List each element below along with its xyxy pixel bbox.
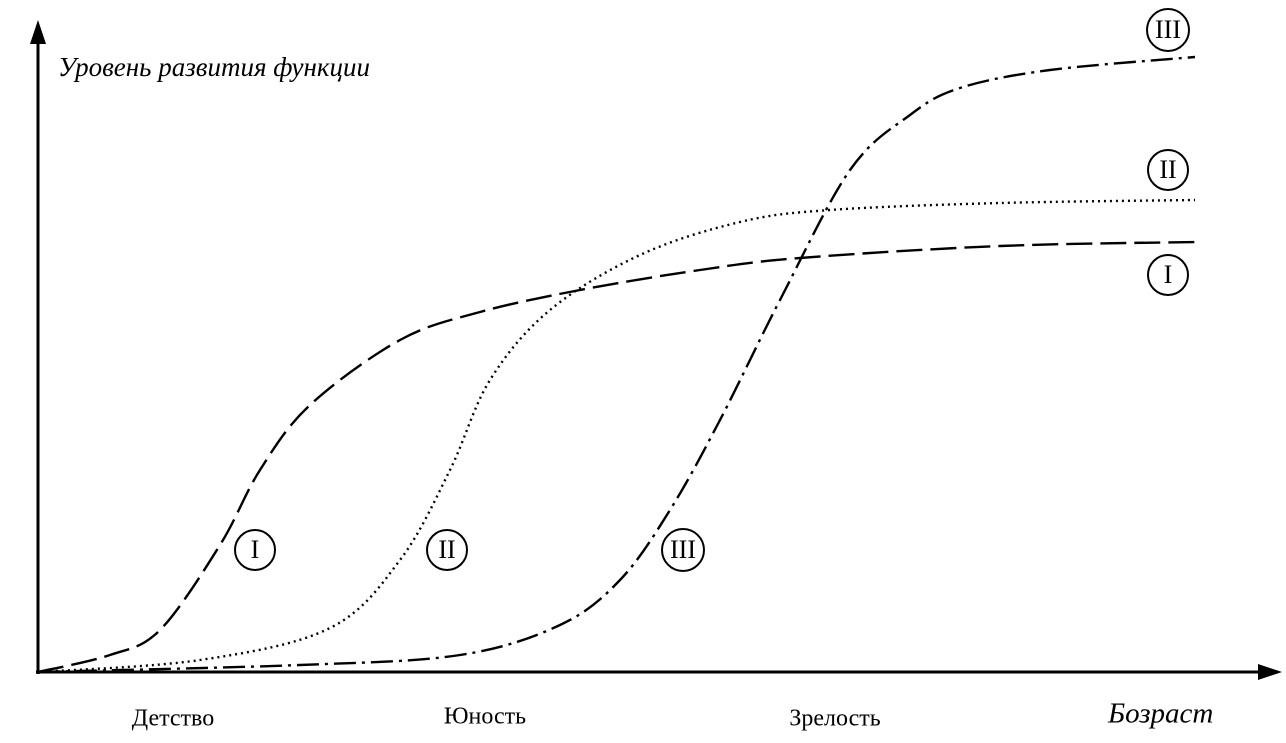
curve-label: I (251, 535, 260, 564)
x-axis-arrow (1258, 664, 1282, 680)
y-axis-arrow (30, 20, 46, 44)
stage-label: Детство (132, 706, 214, 732)
stage-label: Зрелость (789, 706, 880, 732)
curve-label: III (1155, 15, 1181, 44)
stage-label: Юность (444, 704, 526, 730)
label-ring (1147, 149, 1189, 191)
curve-iii (37, 55, 1196, 674)
curve-label: I (1164, 260, 1173, 289)
curve-label: III (670, 535, 696, 564)
curve-ii (37, 198, 1196, 674)
y-axis-label: Уровень развития функции (58, 52, 370, 82)
x-axis-label: Бозраст (1107, 698, 1213, 730)
label-ring (234, 529, 276, 571)
label-ring (661, 528, 705, 572)
curve-label: II (1159, 155, 1176, 184)
label-ring (426, 529, 468, 571)
curve-i (37, 240, 1196, 674)
curve-labels: I II III I II III (234, 8, 1190, 572)
label-ring (1146, 8, 1190, 52)
label-ring (1147, 254, 1189, 296)
curve-label: II (438, 535, 455, 564)
